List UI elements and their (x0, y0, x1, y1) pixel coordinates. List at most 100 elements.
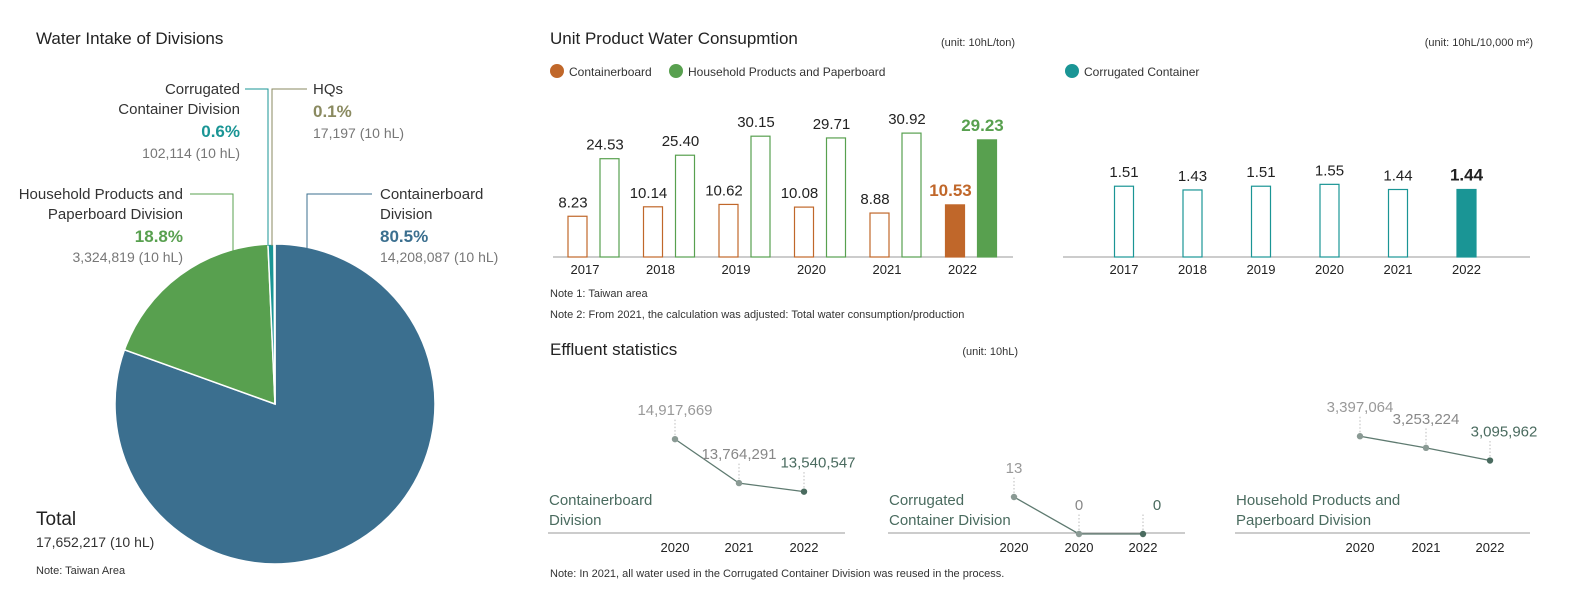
effluent-x-tick-containerboard-1: 2021 (725, 540, 754, 555)
x-tick-right-2022: 2022 (1452, 262, 1481, 277)
legend-label-household: Household Products and Paperboard (688, 65, 885, 79)
effluent-x-tick-household-1: 2021 (1412, 540, 1441, 555)
effluent-point-corrugated-2 (1139, 530, 1147, 538)
bar-label-household-2022: 29.23 (961, 116, 1004, 135)
effluent-x-tick-household-0: 2020 (1346, 540, 1375, 555)
bar-label-containerboard-2022: 10.53 (929, 181, 972, 200)
effluent-x-tick-corrugated-1: 2020 (1065, 540, 1094, 555)
bar-label-household-2018: 25.40 (662, 133, 700, 150)
pie-slice-hq (273, 243, 276, 405)
bar-label-household-2020: 29.71 (813, 116, 851, 133)
effluent-panel-title-household-line2: Paperboard Division (1236, 512, 1371, 529)
corrugated-percent: 0.6% (201, 122, 240, 141)
effluent-point-household-2 (1486, 457, 1494, 464)
effluent-point-household-1 (1422, 444, 1430, 452)
effluent-value-corrugated-2: 0 (1153, 497, 1161, 514)
x-tick-left-2018: 2018 (646, 262, 675, 277)
effluent-panel-title-containerboard-line2: Division (549, 512, 602, 529)
x-tick-left-2017: 2017 (571, 262, 600, 277)
bar-corrugated-2021 (1387, 188, 1409, 258)
bar-corrugated-2017 (1113, 185, 1135, 258)
pie-title: Water Intake of Divisions (36, 29, 223, 48)
effluent-point-corrugated-0 (1010, 493, 1018, 501)
bar-label-containerboard-2017: 8.23 (558, 194, 587, 211)
bar-label-containerboard-2019: 10.62 (705, 182, 743, 199)
x-tick-right-2020: 2020 (1315, 262, 1344, 277)
household-label-line2: Paperboard Division (48, 206, 183, 223)
bar-label-household-2019: 30.15 (737, 114, 775, 131)
unit-chart-unit-left: (unit: 10hL/ton) (941, 37, 1015, 49)
bar-label-corrugated-2018: 1.43 (1178, 168, 1207, 185)
effluent-note: Note: In 2021, all water used in the Cor… (550, 568, 1004, 580)
effluent-value-containerboard-1: 13,764,291 (701, 446, 776, 463)
hq-leader-line (271, 88, 307, 246)
effluent-panel-title-containerboard-line1: Containerboard (549, 492, 652, 509)
effluent-value-household-0: 3,397,064 (1327, 399, 1394, 416)
effluent-charts: Containerboard Division 14,917,669 2020 13,7… (548, 399, 1537, 555)
effluent-x-tick-corrugated-2: 2022 (1129, 540, 1158, 555)
effluent-value-corrugated-1: 0 (1075, 497, 1083, 514)
unit-bar-chart-right: 1.51 2017 1.43 2018 1.51 2019 1.55 2020 1.44 2021… (1063, 162, 1530, 277)
effluent-value-household-1: 3,253,224 (1393, 411, 1460, 428)
legend-swatch-containerboard (550, 64, 564, 78)
legend-label-containerboard: Containerboard (569, 65, 652, 79)
containerboard-percent: 80.5% (380, 227, 428, 246)
bar-containerboard-2017 (567, 215, 588, 258)
legend-label-corrugated: Corrugated Container (1084, 65, 1199, 79)
effluent-panel-title-corrugated-line2: Container Division (889, 512, 1011, 529)
containerboard-value: 14,208,087 (10 hL) (380, 249, 498, 265)
bar-label-household-2017: 24.53 (586, 137, 624, 154)
effluent-point-containerboard-0 (671, 435, 679, 443)
effluent-value-containerboard-0: 14,917,669 (637, 402, 712, 419)
hq-value: 17,197 (10 hL) (313, 125, 404, 141)
effluent-x-tick-household-2: 2022 (1476, 540, 1505, 555)
hq-label: HQs (313, 81, 343, 98)
effluent-x-tick-containerboard-2: 2022 (790, 540, 819, 555)
effluent-value-corrugated-0: 13 (1006, 460, 1023, 477)
pie-slice-household (123, 243, 276, 406)
unit-chart-note1: Note 1: Taiwan area (550, 288, 649, 300)
x-tick-left-2020: 2020 (797, 262, 826, 277)
containerboard-leader-line (306, 193, 372, 248)
containerboard-label-line2: Division (380, 206, 433, 223)
effluent-point-household-0 (1356, 433, 1364, 440)
unit-chart-unit-right: (unit: 10hL/10,000 m²) (1425, 37, 1533, 49)
household-value: 3,324,819 (10 hL) (72, 249, 183, 265)
pie-total-label: Total (36, 509, 76, 530)
bar-containerboard-2018 (642, 206, 664, 258)
effluent-unit: (unit: 10hL) (962, 346, 1018, 358)
bar-corrugated-2022 (1456, 188, 1477, 258)
bar-containerboard-2020 (793, 206, 815, 258)
effluent-x-tick-containerboard-0: 2020 (661, 540, 690, 555)
effluent-x-tick-corrugated-0: 2020 (1000, 540, 1029, 555)
pie-total-value: 17,652,217 (10 hL) (36, 534, 154, 550)
effluent-panel-title-household-line1: Household Products and (1236, 492, 1400, 509)
bar-containerboard-2019 (718, 203, 739, 258)
household-percent: 18.8% (135, 227, 183, 246)
x-tick-right-2021: 2021 (1384, 262, 1413, 277)
effluent-value-containerboard-2: 13,540,547 (780, 455, 855, 472)
x-tick-left-2021: 2021 (873, 262, 902, 277)
bar-household-2021 (901, 132, 922, 258)
unit-bar-chart-left: 8.23 24.53 2017 10.14 25.40 2018 10.62 30.15 201… (553, 111, 1013, 277)
corrugated-leader-line (245, 88, 269, 246)
legend-swatch-corrugated (1065, 64, 1079, 78)
bar-label-containerboard-2018: 10.14 (630, 185, 668, 202)
corrugated-label-line2: Container Division (118, 101, 240, 118)
x-tick-right-2019: 2019 (1247, 262, 1276, 277)
bar-corrugated-2019 (1250, 185, 1272, 258)
pie-chart (114, 243, 436, 565)
hq-percent: 0.1% (313, 102, 352, 121)
unit-chart-title: Unit Product Water Consupmtion (550, 29, 798, 48)
effluent-point-corrugated-1 (1075, 530, 1083, 538)
bar-corrugated-2018 (1182, 189, 1203, 258)
x-tick-right-2018: 2018 (1178, 262, 1207, 277)
bar-containerboard-2022 (944, 204, 966, 258)
legend-swatch-household (669, 64, 683, 78)
containerboard-label-line1: Containerboard (380, 186, 483, 203)
bar-label-containerboard-2021: 8.88 (860, 191, 889, 208)
bar-label-corrugated-2019: 1.51 (1246, 164, 1275, 181)
bar-household-2022 (976, 139, 998, 258)
corrugated-value: 102,114 (10 hL) (142, 145, 240, 161)
